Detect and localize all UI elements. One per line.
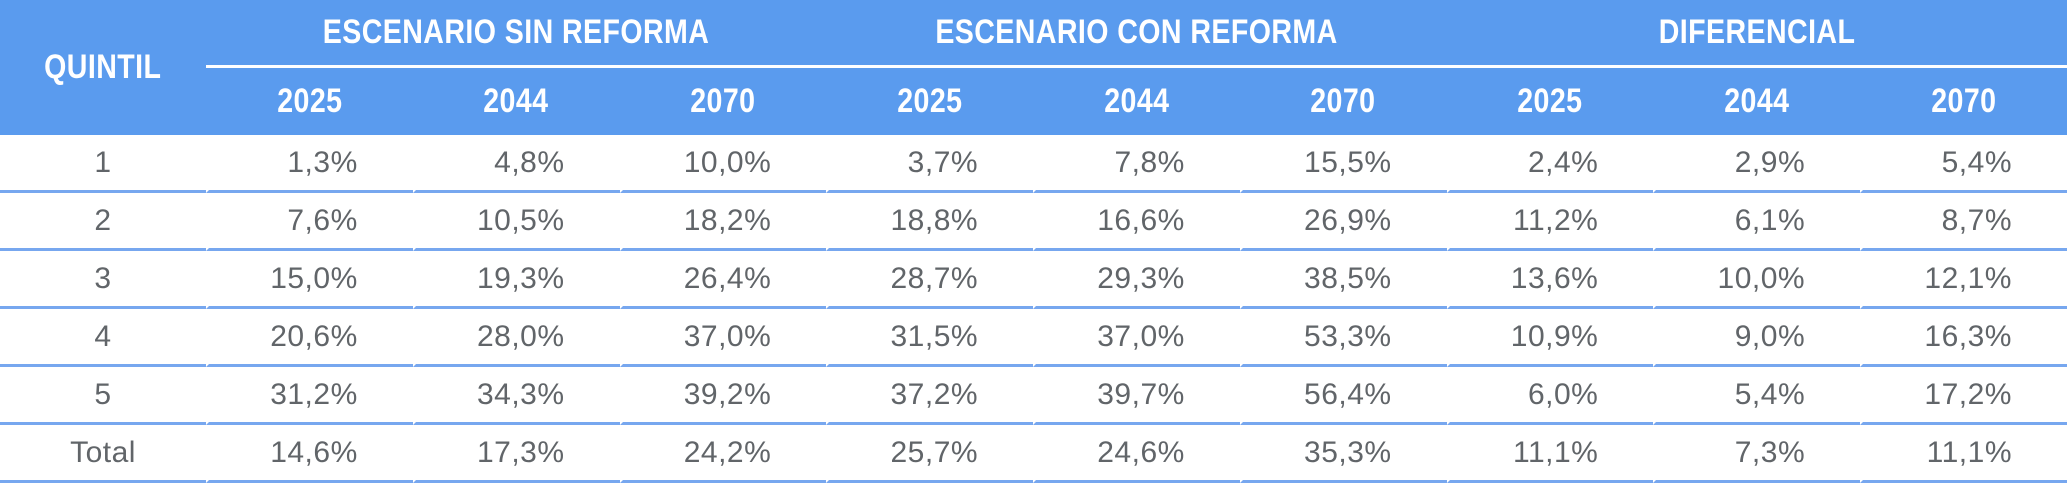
group-header-con-reforma-label: ESCENARIO CON REFORMA [935, 13, 1338, 51]
row-label: 4 [0, 309, 206, 367]
table-cell: 1,3% [206, 135, 413, 193]
year-header: 2044 [1653, 68, 1861, 135]
table-cell: 39,7% [1033, 367, 1240, 425]
table-cell: 6,0% [1446, 367, 1654, 425]
year-label: 2044 [1724, 82, 1790, 120]
table-cell: 13,6% [1446, 251, 1654, 309]
row-label: 1 [0, 135, 206, 193]
row-label: 5 [0, 367, 206, 425]
table-cell: 31,2% [206, 367, 413, 425]
table-cell: 38,5% [1239, 251, 1447, 309]
table-cell: 7,6% [206, 193, 413, 251]
table-cell: 2,4% [1446, 135, 1654, 193]
table-cell: 29,3% [1033, 251, 1240, 309]
table-cell: 4,8% [412, 135, 620, 193]
table-cell: 18,8% [826, 193, 1034, 251]
year-label: 2070 [1930, 82, 1997, 120]
table-cell: 2,9% [1653, 135, 1861, 193]
table-cell: 11,2% [1446, 193, 1654, 251]
table-cell: 37,2% [826, 367, 1034, 425]
table-cell: 56,4% [1239, 367, 1447, 425]
table-cell: 9,0% [1653, 309, 1861, 367]
year-label: 2025 [897, 82, 963, 120]
table-cell: 8,7% [1860, 193, 2067, 251]
year-label: 2070 [1310, 82, 1376, 120]
table-body: 1 1,3% 4,8% 10,0% 3,7% 7,8% 15,5% 2,4% 2… [0, 135, 2067, 483]
quintil-header-label: QUINTIL [44, 48, 162, 86]
group-header-con-reforma: ESCENARIO CON REFORMA [826, 0, 1447, 68]
table-cell: 16,6% [1033, 193, 1240, 251]
table-cell: 17,3% [412, 425, 620, 483]
year-header: 2070 [1239, 68, 1447, 135]
table-cell: 28,0% [412, 309, 620, 367]
table-cell: 10,9% [1446, 309, 1654, 367]
year-label: 2025 [1517, 82, 1583, 120]
table-cell: 20,6% [206, 309, 413, 367]
group-header-sin-reforma: ESCENARIO SIN REFORMA [206, 0, 827, 68]
table-cell: 12,1% [1860, 251, 2067, 309]
table-cell: 39,2% [619, 367, 827, 425]
table-cell: 24,6% [1033, 425, 1240, 483]
table-cell: 11,1% [1860, 425, 2067, 483]
year-label: 2044 [483, 82, 549, 120]
column-header-quintil: QUINTIL [0, 0, 206, 135]
table-cell: 16,3% [1860, 309, 2067, 367]
table-cell: 28,7% [826, 251, 1034, 309]
table-cell: 5,4% [1860, 135, 2067, 193]
table-cell: 25,7% [826, 425, 1034, 483]
table-cell: 7,8% [1033, 135, 1240, 193]
year-header: 2044 [1033, 68, 1240, 135]
year-header: 2025 [1446, 68, 1654, 135]
group-header-diferencial: DIFERENCIAL [1446, 0, 2067, 68]
table-cell: 37,0% [1033, 309, 1240, 367]
table-cell: 10,0% [1653, 251, 1861, 309]
group-header-diferencial-label: DIFERENCIAL [1658, 13, 1856, 51]
table-row-total: Total 14,6% 17,3% 24,2% 25,7% 24,6% 35,3… [0, 425, 2067, 483]
table-cell: 37,0% [619, 309, 827, 367]
year-header: 2070 [1860, 68, 2067, 135]
table-cell: 26,4% [619, 251, 827, 309]
table-cell: 5,4% [1653, 367, 1861, 425]
table-cell: 53,3% [1239, 309, 1447, 367]
table-row-quintil-3: 3 15,0% 19,3% 26,4% 28,7% 29,3% 38,5% 13… [0, 251, 2067, 309]
table-cell: 15,0% [206, 251, 413, 309]
table-cell: 17,2% [1860, 367, 2067, 425]
year-header: 2025 [826, 68, 1034, 135]
table-row-quintil-2: 2 7,6% 10,5% 18,2% 18,8% 16,6% 26,9% 11,… [0, 193, 2067, 251]
year-label: 2044 [1103, 82, 1170, 120]
table-row-quintil-4: 4 20,6% 28,0% 37,0% 31,5% 37,0% 53,3% 10… [0, 309, 2067, 367]
table-cell: 18,2% [619, 193, 827, 251]
row-label: 2 [0, 193, 206, 251]
group-header-sin-reforma-label: ESCENARIO SIN REFORMA [322, 13, 710, 51]
table-cell: 10,5% [412, 193, 620, 251]
year-header: 2070 [619, 68, 827, 135]
year-label: 2070 [690, 82, 756, 120]
table-header: QUINTIL ESCENARIO SIN REFORMA ESCENARIO … [0, 0, 2067, 135]
year-header: 2044 [412, 68, 620, 135]
year-label: 2025 [276, 82, 342, 120]
group-header-row: QUINTIL ESCENARIO SIN REFORMA ESCENARIO … [0, 0, 2067, 135]
table-cell: 19,3% [412, 251, 620, 309]
table-cell: 34,3% [412, 367, 620, 425]
table-cell: 24,2% [619, 425, 827, 483]
table-cell: 7,3% [1653, 425, 1861, 483]
table-cell: 11,1% [1446, 425, 1654, 483]
table-cell: 6,1% [1653, 193, 1861, 251]
year-header-row: 2025 2044 2070 2025 2044 2070 2025 2044 … [0, 68, 2067, 135]
table-cell: 14,6% [206, 425, 413, 483]
table-cell: 31,5% [826, 309, 1034, 367]
table-cell: 10,0% [619, 135, 827, 193]
table-cell: 35,3% [1239, 425, 1447, 483]
year-header: 2025 [206, 68, 413, 135]
row-label: Total [0, 425, 206, 483]
table-row-quintil-5: 5 31,2% 34,3% 39,2% 37,2% 39,7% 56,4% 6,… [0, 367, 2067, 425]
table-row-quintil-1: 1 1,3% 4,8% 10,0% 3,7% 7,8% 15,5% 2,4% 2… [0, 135, 2067, 193]
row-label: 3 [0, 251, 206, 309]
table-cell: 3,7% [826, 135, 1034, 193]
table-cell: 26,9% [1239, 193, 1447, 251]
table-cell: 15,5% [1239, 135, 1447, 193]
